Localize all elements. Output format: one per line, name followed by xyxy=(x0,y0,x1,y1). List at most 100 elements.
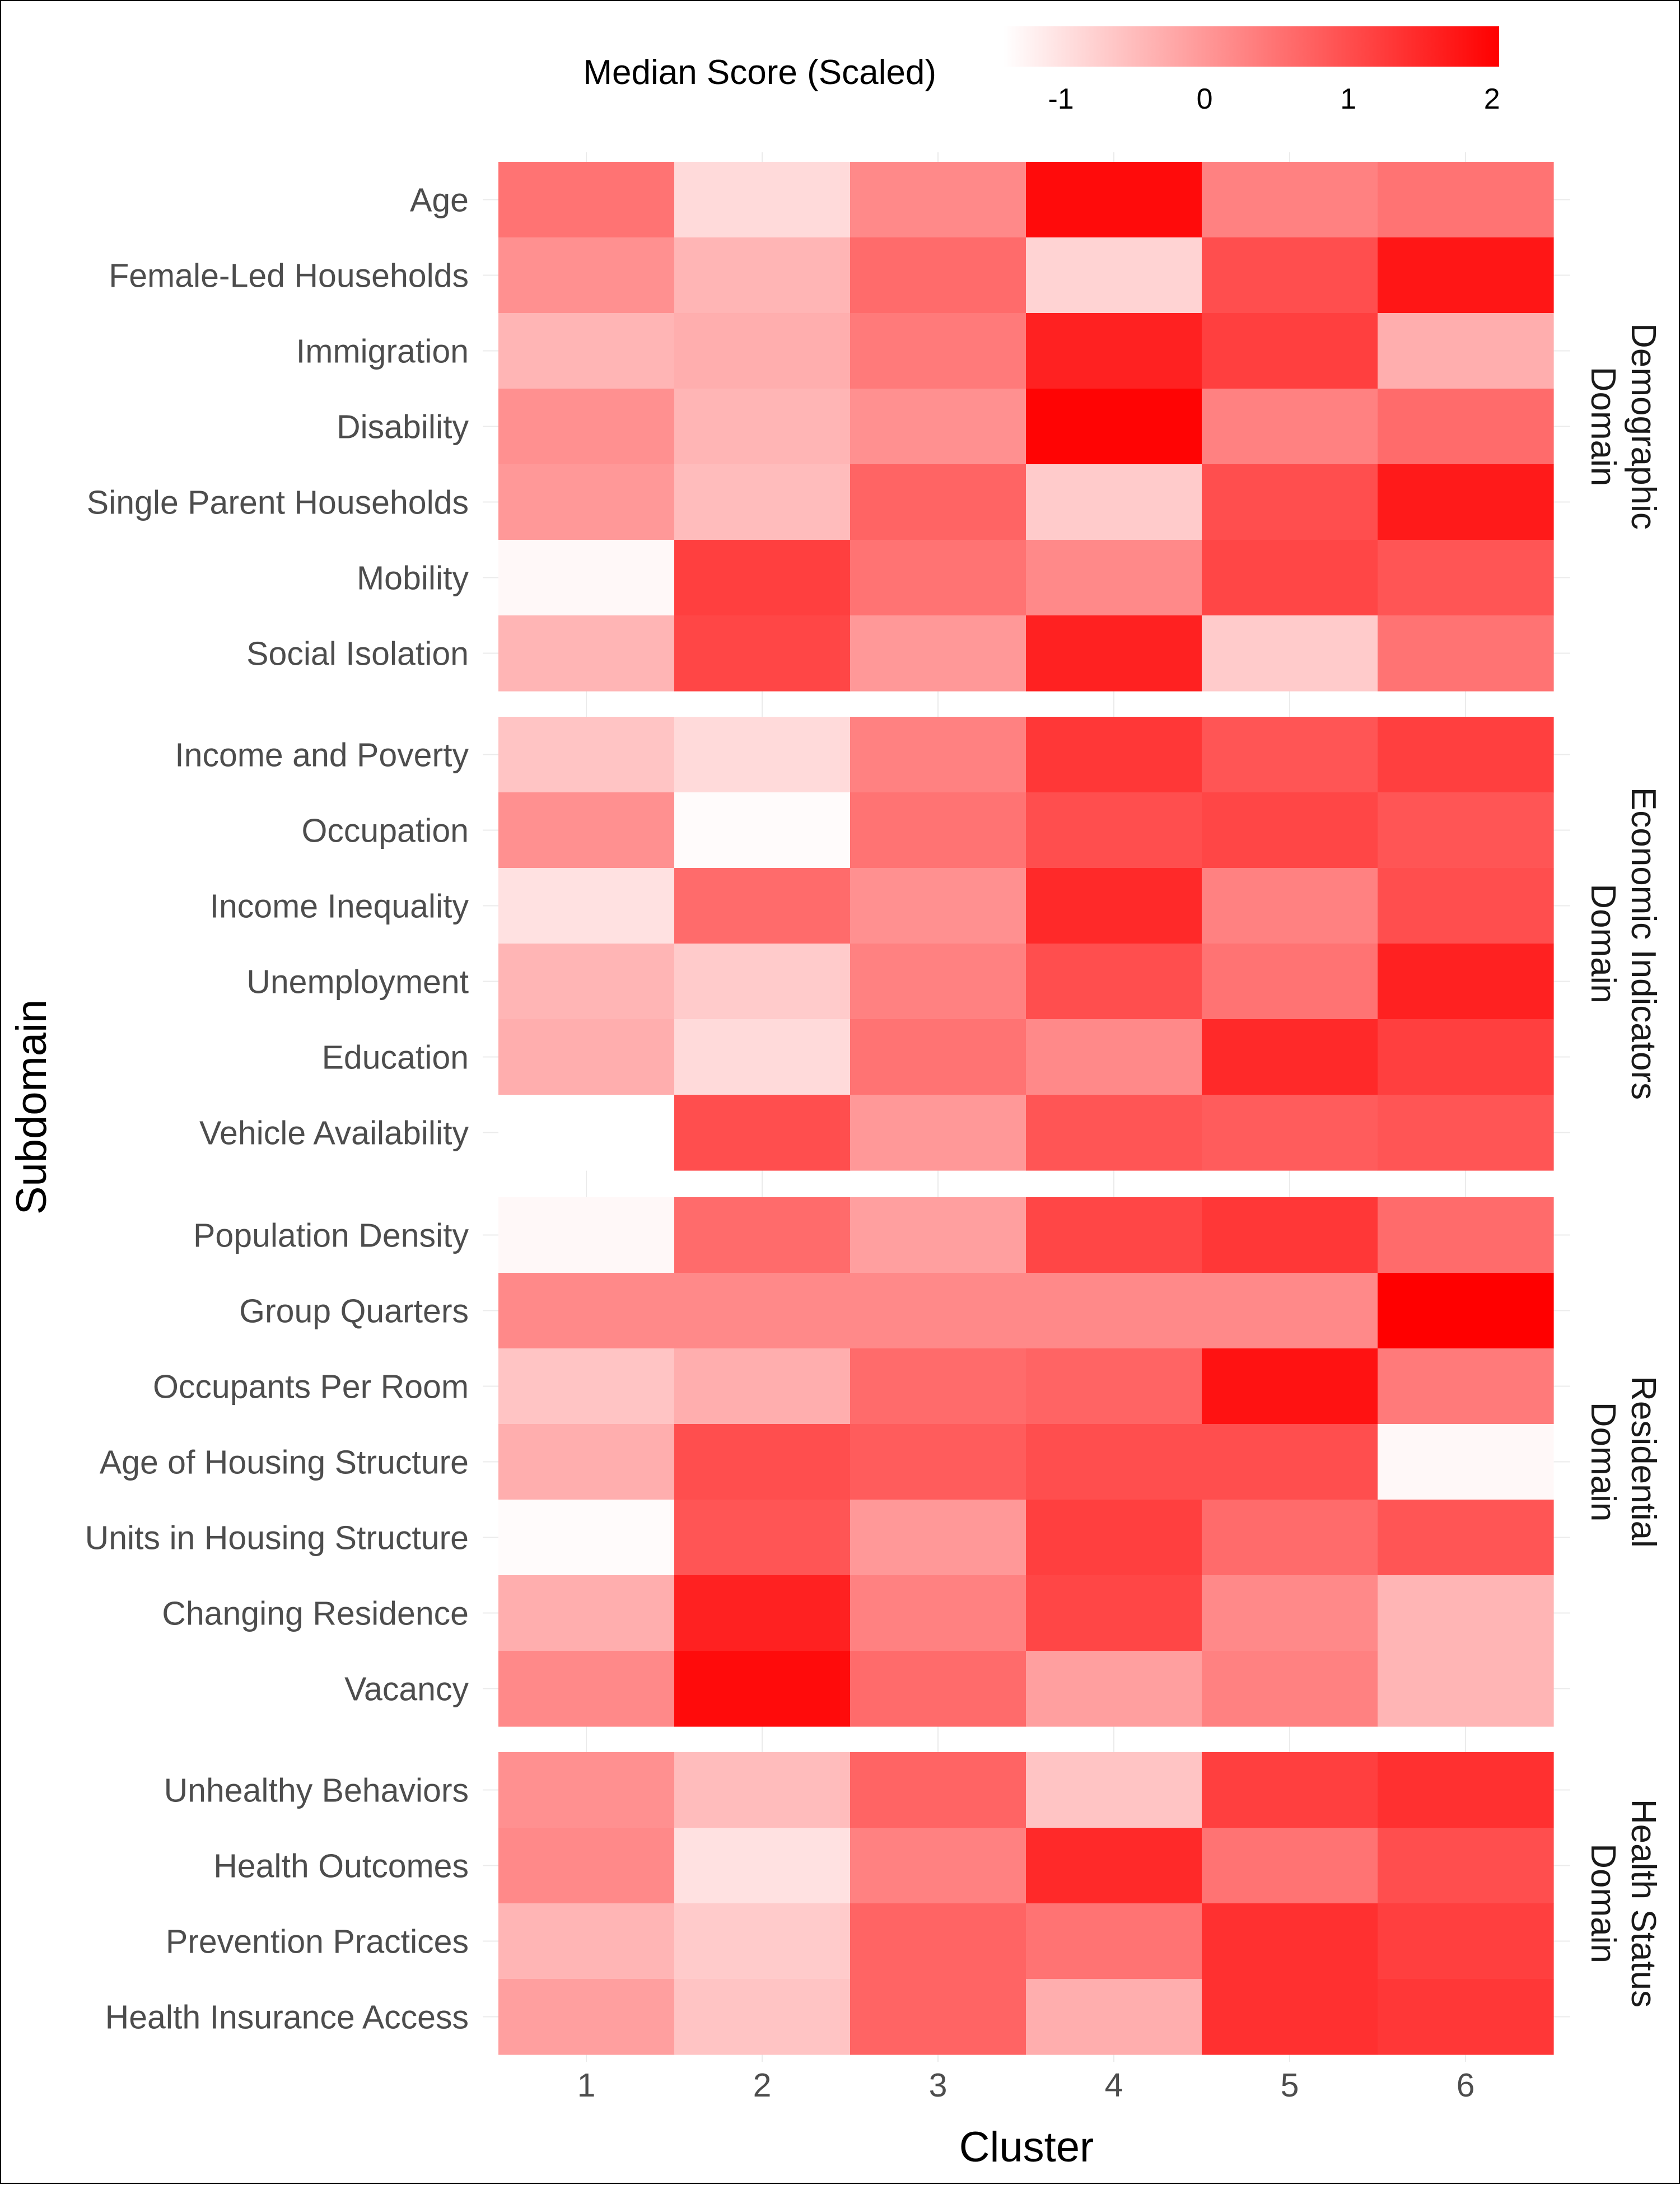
facet-strip-label: DemographicDomain xyxy=(1584,323,1663,530)
heatmap-cell xyxy=(498,1903,675,1979)
heatmap-cell xyxy=(1378,1273,1554,1349)
heatmap-cell xyxy=(674,1903,851,1979)
legend-title: Median Score (Scaled) xyxy=(583,53,936,92)
heatmap-cell xyxy=(1202,1752,1378,1828)
heatmap-cell xyxy=(498,540,675,616)
heatmap-cell xyxy=(498,1828,675,1904)
heatmap-cell xyxy=(850,540,1026,616)
heatmap-cell xyxy=(1026,1651,1202,1727)
heatmap-cell xyxy=(1026,615,1202,692)
heatmap-cell xyxy=(674,1575,851,1651)
heatmap-cell xyxy=(850,615,1026,692)
heatmap-cell xyxy=(674,313,851,389)
x-tick-label: 1 xyxy=(577,2067,596,2104)
row-label: Age xyxy=(410,182,469,219)
heatmap-cell xyxy=(850,1348,1026,1425)
y-axis-title: Subdomain xyxy=(8,1000,55,1215)
heatmap-cell xyxy=(850,1752,1026,1828)
legend-ticks: -1 0 1 2 xyxy=(1048,83,1500,115)
facet-strip-line: Economic Indicators xyxy=(1624,787,1663,1100)
heatmap-cell xyxy=(1378,1348,1554,1425)
row-label: Education xyxy=(322,1039,469,1076)
heatmap-cell xyxy=(1026,1348,1202,1425)
heatmap-cell xyxy=(1202,464,1378,540)
heatmap-cell xyxy=(498,1273,675,1349)
heatmap-cell xyxy=(1202,1273,1378,1349)
heatmap-cell xyxy=(1378,1752,1554,1828)
heatmap-cell xyxy=(850,1197,1026,1273)
heatmap-cell xyxy=(1026,1575,1202,1651)
row-label: Group Quarters xyxy=(239,1293,469,1330)
facet-strip-label: Economic IndicatorsDomain xyxy=(1584,787,1663,1100)
heatmap-cell xyxy=(498,1500,675,1576)
heatmap-cell xyxy=(674,944,851,1020)
heatmap-cell xyxy=(1026,162,1202,238)
row-label: Vacancy xyxy=(344,1671,469,1708)
heatmap-cell xyxy=(1378,1979,1554,2055)
heatmap-cell xyxy=(1378,868,1554,944)
facet-strip-line: Domain xyxy=(1584,367,1622,487)
heatmap-cell xyxy=(498,237,675,314)
x-tick-label: 6 xyxy=(1457,2067,1475,2104)
legend-tick-label: 2 xyxy=(1484,83,1500,115)
heatmap-cell xyxy=(1378,717,1554,793)
heatmap-cell xyxy=(1378,389,1554,465)
heatmap-cell xyxy=(1378,1197,1554,1273)
heatmap-cell xyxy=(1202,313,1378,389)
color-legend: Median Score (Scaled) -1 0 1 2 xyxy=(583,26,1500,115)
heatmap-cell xyxy=(1026,868,1202,944)
heatmap-cell xyxy=(498,1348,675,1425)
heatmap-cell xyxy=(1378,464,1554,540)
heatmap-cell xyxy=(674,1424,851,1500)
heatmap-cell xyxy=(674,868,851,944)
heatmap-cell xyxy=(1026,1273,1202,1349)
row-label: Mobility xyxy=(357,560,469,597)
heatmap-cell xyxy=(674,615,851,692)
heatmap-cell xyxy=(1202,1424,1378,1500)
heatmap-cell xyxy=(850,1273,1026,1349)
heatmap-cell xyxy=(498,1752,675,1828)
heatmap-cell xyxy=(674,1828,851,1904)
row-label: Occupants Per Room xyxy=(153,1369,469,1406)
heatmap-cell xyxy=(1378,1019,1554,1095)
heatmap-cell xyxy=(1026,464,1202,540)
heatmap-cell xyxy=(1026,1979,1202,2055)
heatmap-cell xyxy=(1202,868,1378,944)
heatmap-cell xyxy=(1202,1903,1378,1979)
heatmap-cell xyxy=(1202,162,1378,238)
facet-panel: Income and Poverty Occupation Income Inequ… xyxy=(175,717,1554,1171)
heatmap-cell xyxy=(674,1651,851,1727)
heatmap-cell xyxy=(1202,615,1378,692)
heatmap-cell xyxy=(674,717,851,793)
x-tick-label: 5 xyxy=(1281,2067,1299,2104)
row-label: Disability xyxy=(337,409,469,446)
heatmap-cell xyxy=(1026,1752,1202,1828)
row-label: Single Parent Households xyxy=(87,484,469,521)
heatmap-cell xyxy=(498,1424,675,1500)
heatmap-cell xyxy=(1202,540,1378,616)
heatmap-cell xyxy=(498,313,675,389)
heatmap-cell xyxy=(850,1019,1026,1095)
heatmap-cell xyxy=(674,464,851,540)
heatmap-cell xyxy=(1378,162,1554,238)
heatmap-cell xyxy=(498,1575,675,1651)
row-label: Female-Led Households xyxy=(109,258,469,295)
heatmap-cell xyxy=(498,1651,675,1727)
facet-strip-line: Residential xyxy=(1624,1376,1663,1548)
heatmap-cell xyxy=(674,162,851,238)
heatmap-cell xyxy=(1378,237,1554,314)
heatmap-cell xyxy=(1202,717,1378,793)
heatmap-cell xyxy=(850,944,1026,1020)
heatmap-cell xyxy=(674,1197,851,1273)
facet-strip-line: Demographic xyxy=(1624,323,1663,530)
row-label: Social Isolation xyxy=(246,636,469,673)
heatmap-cell xyxy=(1026,1500,1202,1576)
heatmap-panels: Age Female-Led Households Immigration Disab… xyxy=(85,162,1554,2055)
heatmap-cell xyxy=(674,1273,851,1349)
x-tick-label: 3 xyxy=(929,2067,948,2104)
heatmap-cell xyxy=(498,792,675,869)
heatmap-cell xyxy=(1378,792,1554,869)
